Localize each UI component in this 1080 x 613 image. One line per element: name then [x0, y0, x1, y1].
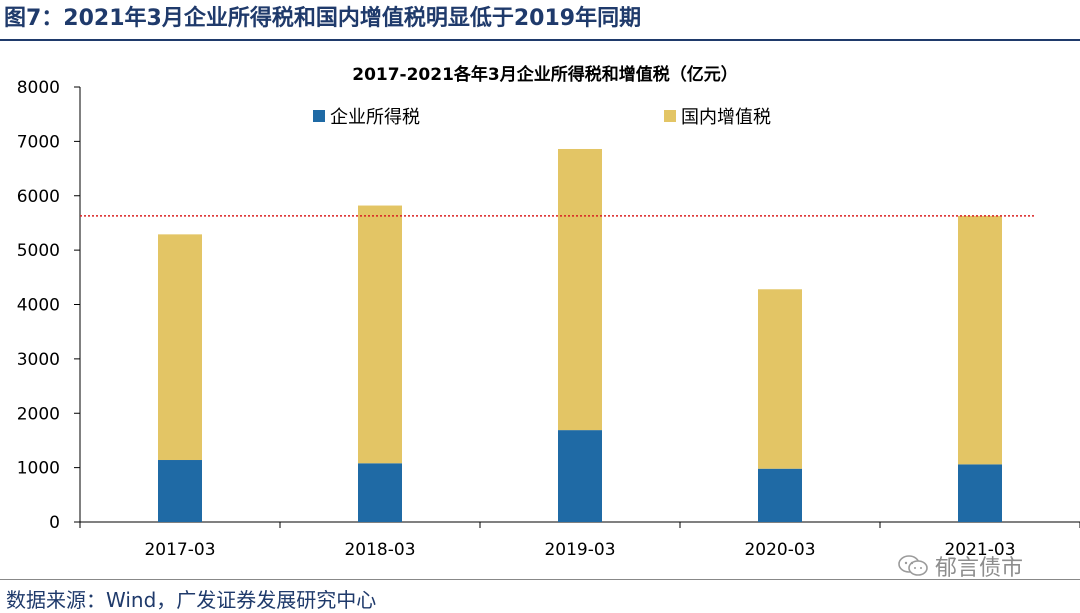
y-tick-label: 8000	[17, 78, 60, 98]
bar-domestic-vat	[758, 289, 802, 469]
watermark-text: 郁言债市	[935, 556, 1024, 581]
bar-domestic-vat	[558, 148, 602, 431]
legend-label-corporate: 企业所得税	[330, 107, 420, 128]
chat-bubble-icon	[898, 555, 928, 576]
bar-corporate-income-tax	[958, 464, 1002, 522]
stacked-bar-chart: 2017-2021各年3月企业所得税和增值税（亿元） 企业所得税 国内增值税 0…	[17, 64, 1080, 560]
y-tick-label: 3000	[17, 350, 60, 370]
x-tick-label: 2021-03	[944, 540, 1015, 560]
x-tick-label: 2018-03	[344, 540, 415, 560]
y-tick-label: 4000	[17, 296, 60, 316]
x-tick-label: 2020-03	[744, 540, 815, 560]
legend-label-vat: 国内增值税	[681, 107, 771, 128]
y-tick-label: 2000	[17, 404, 60, 424]
y-tick-label: 5000	[17, 241, 60, 261]
legend-swatch-vat	[664, 110, 676, 122]
chart-title: 2017-2021各年3月企业所得税和增值税（亿元）	[352, 64, 738, 85]
y-tick-label: 0	[49, 513, 60, 533]
watermark: 郁言债市	[897, 550, 1023, 582]
legend-swatch-corporate	[313, 110, 325, 122]
bar-corporate-income-tax	[158, 460, 202, 522]
legend: 企业所得税 国内增值税	[313, 107, 771, 128]
bar-domestic-vat	[958, 215, 1002, 465]
bar-domestic-vat	[158, 234, 202, 461]
bar-corporate-income-tax	[558, 430, 602, 522]
source-note: 数据来源：Wind，广发证券发展研究中心	[6, 588, 377, 612]
x-tick-label: 2017-03	[144, 540, 215, 560]
bar-domestic-vat	[358, 205, 402, 464]
title-rule	[0, 39, 1080, 41]
bottom-rule	[0, 579, 1080, 580]
figure-title: 图7：2021年3月企业所得税和国内增值税明显低于2019年同期	[4, 6, 642, 31]
y-tick-label: 6000	[17, 187, 60, 207]
bar-corporate-income-tax	[758, 468, 802, 522]
y-axis: 0 1000 2000 3000 4000 5000 6000 7000 8000	[17, 78, 81, 533]
x-tick-label: 2019-03	[544, 540, 615, 560]
x-axis: 2017-03 2018-03 2019-03 2020-03 2021-03	[79, 521, 1080, 560]
y-tick-label: 7000	[17, 132, 60, 152]
y-tick-label: 1000	[17, 459, 60, 479]
bars	[158, 148, 1002, 522]
bar-corporate-income-tax	[358, 463, 402, 522]
